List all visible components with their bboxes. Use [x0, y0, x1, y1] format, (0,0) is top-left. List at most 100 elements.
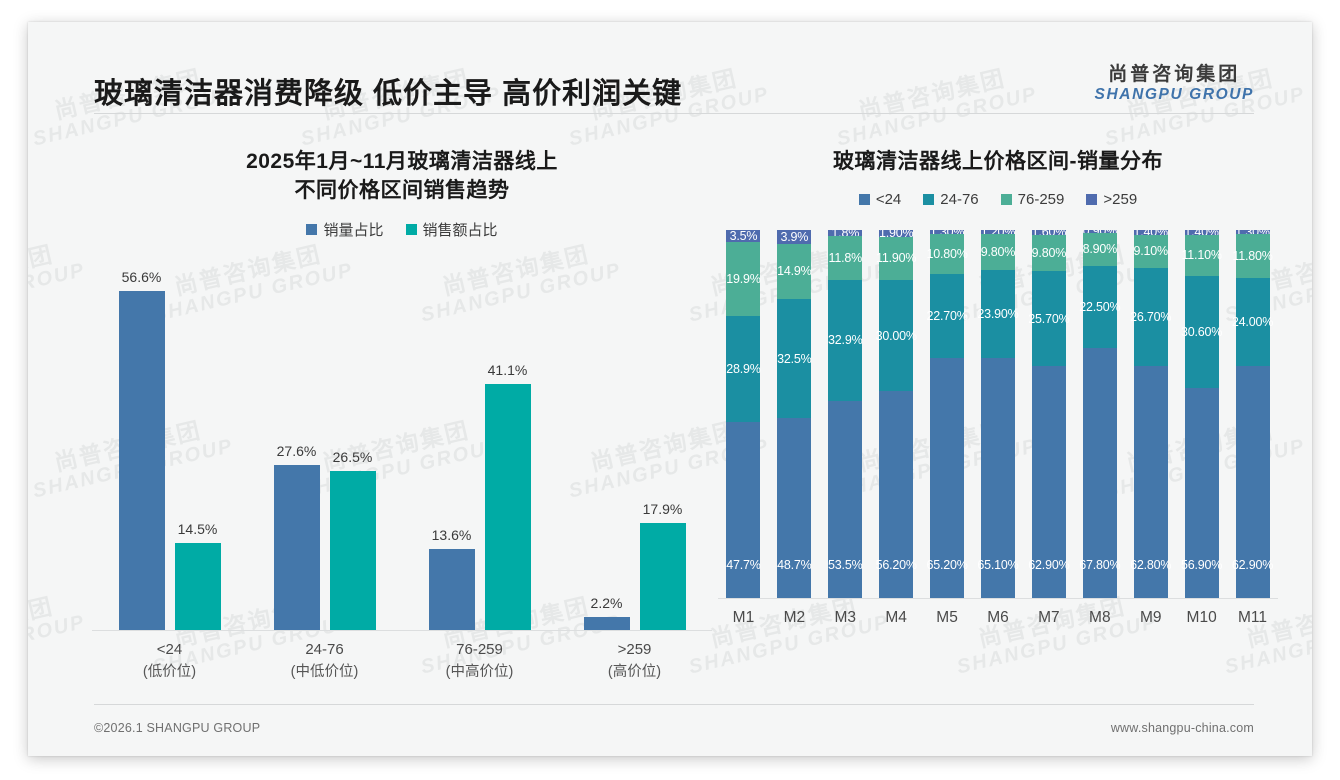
stacked-bar-segment[interactable]: 3.9% [777, 229, 812, 244]
stacked-bar-segment[interactable]: 25.70% [1028, 271, 1070, 367]
stacked-bar-segment[interactable]: 11.80% [1232, 234, 1273, 278]
brand-logo: 尚普咨询集团 SHANGPU GROUP [1095, 64, 1254, 104]
x-axis-tick-label: >259 (高价位) [557, 639, 712, 683]
stacked-bar-segment[interactable]: 11.90% [876, 236, 917, 281]
bar[interactable] [329, 471, 376, 631]
stacked-bar-segment[interactable]: 26.70% [1130, 268, 1172, 367]
x-tick-sublabel: (中高价位) [445, 663, 514, 680]
stacked-bar-segment[interactable]: 10.80% [926, 234, 968, 275]
stacked-bar-segment[interactable]: 1.60% [1032, 229, 1066, 239]
bar-column[interactable]: 13.6% [428, 258, 475, 631]
stacked-segment-value-label: 14.9% [777, 264, 812, 279]
right-chart-panel: 玻璃清洁器线上价格区间-销量分布 <24 24-76 76-259 >259 3.5%… [718, 148, 1278, 710]
stacked-bar-segment[interactable]: 9.10% [1133, 234, 1168, 269]
stacked-bar-segment[interactable]: 8.90% [1083, 232, 1117, 266]
stacked-bar-segment[interactable]: 22.70% [926, 274, 968, 358]
bar[interactable] [118, 290, 165, 631]
stacked-bar-segment[interactable]: 32.9% [828, 279, 863, 401]
stacked-bar-segment[interactable]: 53.5% [828, 400, 863, 598]
bar-column[interactable]: 2.2% [583, 258, 630, 631]
bar[interactable] [174, 543, 221, 631]
bar[interactable] [583, 616, 630, 631]
stacked-bar-segment[interactable]: 3.5% [726, 229, 761, 243]
stacked-bar-segment[interactable]: 24.00% [1232, 277, 1273, 367]
left-chart-legend-item[interactable]: 销量占比 [306, 219, 384, 240]
x-tick-range: <24 [156, 641, 183, 659]
left-chart-legend-item[interactable]: 销售额占比 [405, 219, 498, 240]
bar-column[interactable]: 26.5% [329, 258, 376, 631]
stacked-bar-segment[interactable]: 23.90% [977, 270, 1019, 358]
bar-column[interactable]: 41.1% [484, 258, 531, 631]
bar-column[interactable]: 27.6% [273, 258, 320, 631]
stacked-bar[interactable]: 1.30% 10.80% 22.70% 65.20% [926, 229, 968, 598]
right-chart-legend-item[interactable]: <24 [858, 191, 901, 208]
stacked-bar-segment[interactable]: 30.00% [876, 280, 917, 391]
bar-column[interactable]: 17.9% [639, 258, 686, 631]
right-chart-legend-item[interactable]: 76-259 [1000, 191, 1064, 208]
stacked-bar-segment[interactable]: 11.10% [1181, 234, 1222, 276]
stacked-bar[interactable]: 1.60% 9.80% 25.70% 62.90% [1028, 229, 1070, 598]
right-chart-legend-item[interactable]: 24-76 [923, 191, 979, 208]
stacked-bar-segment[interactable]: 48.7% [777, 418, 812, 598]
stacked-bar-segment[interactable]: 1.8% [828, 229, 863, 240]
stacked-segment-value-label: 47.7% [726, 557, 761, 572]
stacked-bar-segment[interactable]: 1.40% [1133, 229, 1168, 239]
left-chart-legend-label: 销量占比 [323, 222, 384, 240]
stacked-segment-value-label: 28.9% [726, 361, 761, 376]
stacked-bar-segment[interactable]: 67.80% [1079, 348, 1121, 598]
stacked-bar-segment[interactable]: 28.9% [726, 315, 761, 422]
stacked-bar-segment[interactable]: 1.30% [1235, 229, 1270, 239]
stacked-bar[interactable]: 3.9% 14.9% 32.5% 48.7% [777, 229, 812, 598]
stacked-bar-segment[interactable]: 62.90% [1028, 366, 1070, 598]
stacked-bar-segment[interactable]: 30.60% [1181, 275, 1222, 389]
x-axis-month-label: M11 [1238, 608, 1268, 626]
stacked-bar[interactable]: 1.40% 11.10% 30.60% 56.90% [1181, 229, 1222, 598]
stacked-segment-value-label: 1.60% [1032, 230, 1067, 240]
bar[interactable] [484, 383, 531, 631]
stacked-segment-value-label: 9.80% [980, 244, 1016, 259]
stacked-bar-segment[interactable]: 19.9% [726, 242, 761, 316]
stacked-bar-segment[interactable]: 9.80% [980, 233, 1016, 271]
bar[interactable] [428, 548, 475, 631]
stacked-bar-segment[interactable]: 9.80% [1032, 235, 1066, 272]
stacked-bar-segment[interactable]: 1.40% [1184, 229, 1219, 239]
stacked-bar-segment[interactable]: 32.5% [777, 298, 812, 419]
bar[interactable] [639, 522, 686, 631]
right-chart-legend-item[interactable]: >259 [1086, 191, 1137, 208]
left-chart-panel: 2025年1月~11月玻璃清洁器线上 不同价格区间销售趋势 销量占比 销售额占比 … [92, 148, 712, 710]
stacked-segment-value-label: 62.80% [1130, 557, 1172, 572]
stacked-bar-segment[interactable]: 65.20% [926, 357, 968, 598]
stacked-bar[interactable]: 1.20%9.80%23.90%65.10% [977, 229, 1019, 598]
stacked-bar-segment[interactable]: 62.90% [1232, 366, 1273, 598]
stacked-bar[interactable]: 1.30% 11.80% 24.00% 62.90% [1232, 229, 1273, 598]
stacked-bar-segment[interactable]: 22.50% [1079, 265, 1121, 349]
stacked-bar-segment[interactable]: 11.8% [828, 236, 863, 280]
x-axis-month-label: M6 [987, 608, 1009, 626]
stacked-bar-segment[interactable]: 14.9% [777, 243, 812, 299]
bar-column[interactable]: 14.5% [174, 258, 221, 631]
bar-value-label: 17.9% [642, 500, 683, 517]
stacked-bar[interactable]: 1.8% 11.8% 32.9% 53.5% [828, 229, 863, 598]
x-axis-month-label: M2 [783, 608, 806, 626]
stacked-segment-value-label: 1.40% [1133, 230, 1168, 240]
stacked-bar-segment[interactable]: 56.90% [1181, 388, 1222, 598]
stacked-bar[interactable]: 0.90%8.90%22.50%67.80% [1079, 229, 1121, 598]
stacked-bar-segment[interactable]: 1.90% [879, 229, 914, 240]
stacked-segment-value-label: 11.10% [1181, 248, 1222, 263]
stacked-segment-value-label: 3.5% [729, 229, 758, 243]
stacked-segment-value-label: 25.70% [1028, 311, 1070, 326]
slide-header: 玻璃清洁器消费降级 低价主导 高价利润关键 尚普咨询集团 SHANGPU GRO… [28, 22, 1312, 114]
stacked-segment-value-label: 3.9% [780, 229, 809, 244]
bar[interactable] [273, 464, 320, 631]
stacked-bar-segment[interactable]: 65.10% [977, 357, 1019, 598]
stacked-bar[interactable]: 1.40% 9.10% 26.70% 62.80% [1130, 229, 1172, 598]
stacked-bar-segment[interactable]: 62.80% [1130, 366, 1172, 598]
stacked-bar-segment[interactable]: 1.30% [930, 229, 965, 239]
stacked-bar-segment[interactable]: 56.20% [876, 390, 917, 598]
stacked-bar[interactable]: 1.90% 11.90% 30.00% 56.20% [876, 229, 917, 598]
bar-column[interactable]: 56.6% [118, 258, 165, 631]
bar-value-label: 41.1% [487, 361, 528, 378]
x-axis-month-label: M7 [1038, 608, 1060, 626]
stacked-bar-segment[interactable]: 47.7% [726, 421, 761, 598]
stacked-bar[interactable]: 3.5% 19.9% 28.9% 47.7% [726, 229, 761, 598]
